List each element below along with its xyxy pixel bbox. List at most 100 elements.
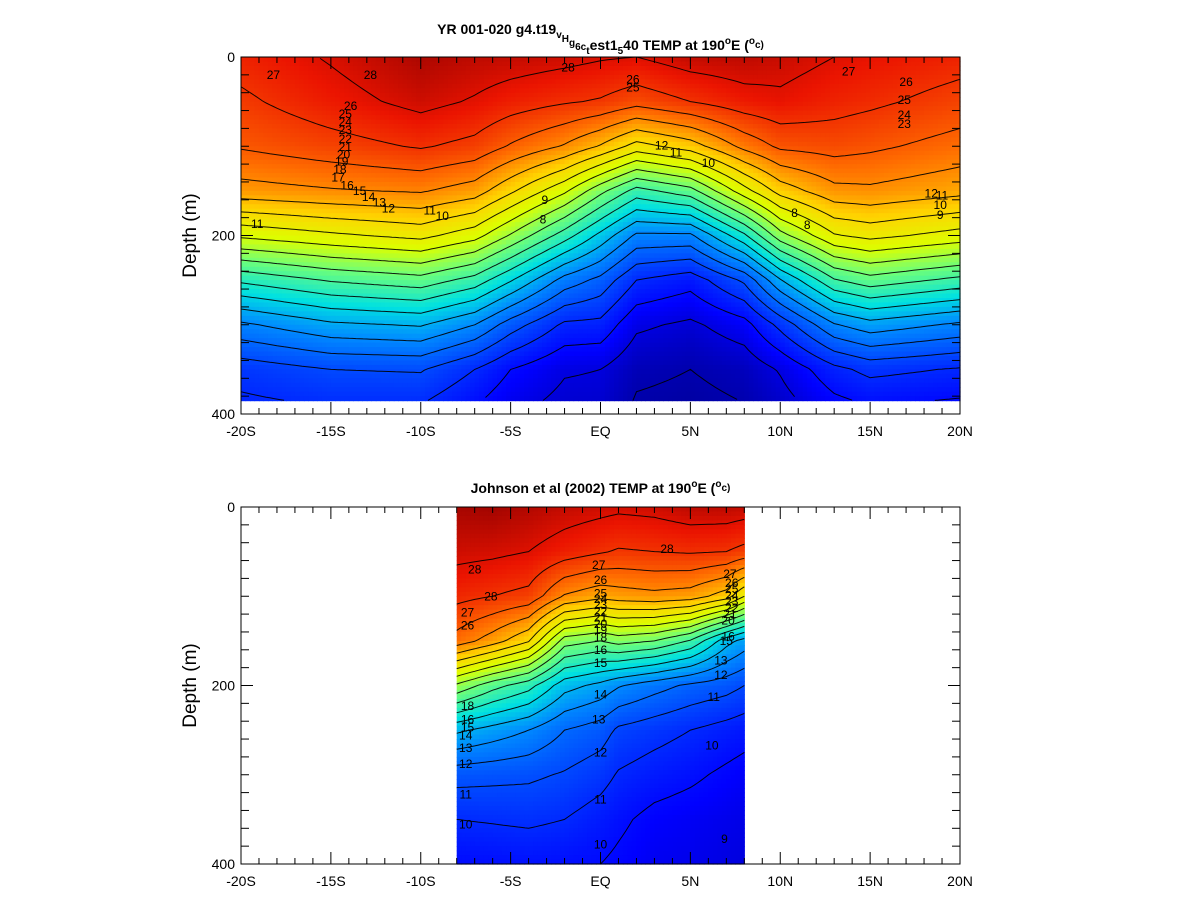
temperature-cell (277, 142, 282, 147)
temperature-cell (421, 240, 426, 245)
temperature-cell (353, 280, 358, 285)
temperature-cell (322, 360, 327, 365)
temperature-cell (421, 383, 426, 388)
temperature-cell (443, 311, 448, 316)
temperature-cell (488, 378, 493, 383)
temperature-cell (331, 369, 336, 374)
temperature-cell (389, 61, 394, 66)
temperature-cell (502, 276, 507, 281)
temperature-cell (286, 209, 291, 214)
temperature-cell (385, 186, 390, 191)
temperature-cell (493, 369, 498, 374)
temperature-cell (335, 360, 340, 365)
temperature-cell (241, 97, 246, 102)
temperature-cell (340, 311, 345, 316)
temperature-cell (322, 102, 327, 107)
temperature-cell (511, 169, 516, 174)
temperature-cell (304, 396, 309, 401)
temperature-cell (304, 164, 309, 169)
temperature-cell (322, 347, 327, 352)
temperature-cell (394, 97, 399, 102)
temperature-cell (430, 253, 435, 258)
temperature-cell (457, 66, 462, 71)
temperature-cell (371, 128, 376, 133)
temperature-cell (412, 160, 417, 165)
temperature-cell (331, 222, 336, 227)
temperature-cell (520, 61, 525, 66)
temperature-cell (245, 240, 250, 245)
temperature-cell (439, 88, 444, 93)
temperature-cell (241, 128, 246, 133)
temperature-cell (299, 93, 304, 98)
temperature-cell (403, 240, 408, 245)
temperature-cell (502, 151, 507, 156)
temperature-cell (308, 294, 313, 299)
temperature-cell (385, 151, 390, 156)
temperature-cell (479, 177, 484, 182)
temperature-cell (484, 61, 489, 66)
temperature-cell (466, 106, 471, 111)
temperature-cell (452, 97, 457, 102)
temperature-cell (304, 177, 309, 182)
temperature-cell (241, 133, 246, 138)
temperature-cell (304, 231, 309, 236)
temperature-cell (497, 151, 502, 156)
temperature-cell (385, 356, 390, 361)
temperature-cell (529, 93, 534, 98)
temperature-cell (506, 320, 511, 325)
temperature-cell (259, 124, 264, 129)
temperature-cell (245, 209, 250, 214)
temperature-cell (461, 151, 466, 156)
temperature-cell (268, 294, 273, 299)
temperature-cell (448, 155, 453, 160)
temperature-cell (281, 93, 286, 98)
temperature-cell (317, 378, 322, 383)
temperature-cell (470, 146, 475, 151)
temperature-cell (277, 262, 282, 267)
temperature-cell (254, 164, 259, 169)
temperature-cell (479, 276, 484, 281)
temperature-cell (349, 222, 354, 227)
temperature-cell (335, 195, 340, 200)
temperature-cell (421, 151, 426, 156)
temperature-cell (308, 169, 313, 174)
temperature-cell (344, 338, 349, 343)
temperature-cell (362, 236, 367, 241)
temperature-cell (452, 236, 457, 241)
temperature-cell (425, 396, 430, 401)
temperature-cell (506, 298, 511, 303)
temperature-cell (475, 61, 480, 66)
temperature-cell (380, 75, 385, 80)
temperature-cell (497, 102, 502, 107)
temperature-cell (371, 276, 376, 281)
temperature-cell (439, 276, 444, 281)
temperature-cell (448, 392, 453, 397)
temperature-cell (488, 249, 493, 254)
temperature-cell (259, 276, 264, 281)
temperature-cell (245, 66, 250, 71)
temperature-cell (430, 329, 435, 334)
temperature-cell (268, 106, 273, 111)
chart-title: YR 001-020 g4.t19vHg6ctest1540 TEMP at 1… (437, 21, 764, 57)
temperature-cell (286, 169, 291, 174)
temperature-cell (353, 360, 358, 365)
temperature-cell (412, 320, 417, 325)
temperature-cell (349, 392, 354, 397)
temperature-cell (290, 387, 295, 392)
temperature-cell (376, 240, 381, 245)
temperature-cell (425, 289, 430, 294)
temperature-cell (461, 186, 466, 191)
temperature-cell (344, 88, 349, 93)
temperature-cell (281, 57, 286, 62)
temperature-cell (358, 316, 363, 321)
temperature-cell (272, 173, 277, 178)
temperature-cell (277, 347, 282, 352)
temperature-cell (398, 285, 403, 290)
temperature-cell (281, 79, 286, 84)
temperature-cell (250, 262, 255, 267)
temperature-cell (394, 294, 399, 299)
temperature-cell (367, 97, 372, 102)
temperature-cell (376, 249, 381, 254)
temperature-cell (295, 360, 300, 365)
temperature-cell (371, 124, 376, 129)
